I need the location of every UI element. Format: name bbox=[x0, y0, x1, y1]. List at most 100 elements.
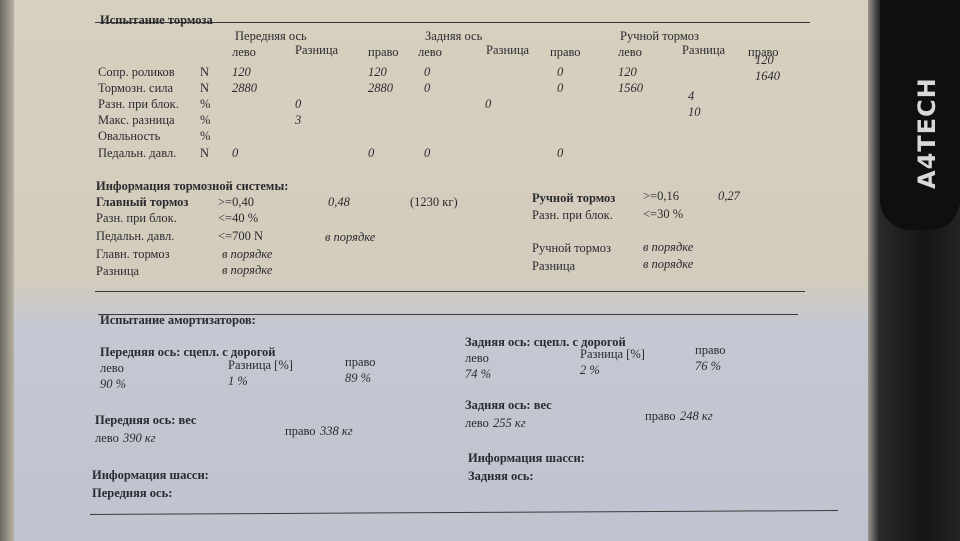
info-requirement: <=700 N bbox=[218, 229, 264, 243]
rule bbox=[95, 291, 805, 292]
weight-title: Задняя ось: вес bbox=[465, 398, 552, 412]
grip-title: Задняя ось: сцепл. с дорогой bbox=[465, 335, 626, 349]
row-unit: % bbox=[200, 129, 211, 143]
cell-value: 0 bbox=[557, 65, 564, 79]
cell-value: 2880 bbox=[232, 81, 257, 95]
grip-value: 76 % bbox=[695, 359, 722, 373]
grip-title: Передняя ось: сцепл. с дорогой bbox=[100, 345, 276, 359]
column-header: лево bbox=[618, 45, 642, 59]
group-header: Ручной тормоз bbox=[620, 29, 699, 43]
column-header: Разница bbox=[486, 43, 530, 57]
cell-value: 120 bbox=[368, 65, 387, 79]
cell-value: 0 bbox=[557, 146, 564, 160]
info-label: Главный тормоз bbox=[96, 195, 189, 209]
row-label: Тормозн. сила bbox=[98, 81, 174, 95]
grip-label: Разница [%] bbox=[580, 347, 645, 361]
info-requirement: <=40 % bbox=[218, 211, 259, 225]
cell-value: 120 bbox=[618, 65, 637, 79]
info-status: в порядке bbox=[222, 247, 273, 261]
cell-value: 1640 bbox=[755, 69, 780, 83]
cell-value: 0 bbox=[368, 146, 375, 160]
info-mass: (1230 кг) bbox=[410, 195, 458, 209]
grip-value: 2 % bbox=[580, 363, 600, 377]
weight-value: 248 кг bbox=[680, 409, 713, 423]
section-title: Испытание тормоза bbox=[100, 13, 213, 27]
rule bbox=[95, 22, 810, 23]
info-label: Педальн. давл. bbox=[96, 229, 175, 243]
row-label: Разн. при блок. bbox=[98, 97, 179, 111]
info-requirement: >=0,16 bbox=[643, 189, 679, 203]
group-header: Задняя ось bbox=[425, 29, 483, 43]
info-label: Разница bbox=[96, 264, 140, 278]
weight-label: лево bbox=[95, 431, 119, 445]
column-header: право bbox=[748, 45, 779, 59]
weight-value: 255 кг bbox=[493, 416, 526, 430]
cell-value: 0 bbox=[424, 146, 431, 160]
cell-value: 0 bbox=[557, 81, 564, 95]
brand-text: A4TECH bbox=[913, 77, 941, 189]
grip-label: Разница [%] bbox=[228, 358, 293, 372]
info-requirement: >=0,40 bbox=[218, 195, 254, 209]
row-label: Овальность bbox=[98, 129, 161, 143]
info-label: Разн. при блок. bbox=[96, 211, 177, 225]
cell-value: 0 bbox=[424, 65, 431, 79]
row-label: Сопр. роликов bbox=[98, 65, 175, 79]
cell-value: 120 bbox=[755, 53, 774, 67]
weight-label: право bbox=[645, 409, 676, 423]
info-value: 0,48 bbox=[328, 195, 350, 209]
device-pad bbox=[880, 0, 960, 230]
info-label: Ручной тормоз bbox=[532, 241, 611, 255]
grip-label: право bbox=[345, 355, 376, 369]
section-title: Испытание амортизаторов: bbox=[100, 313, 256, 327]
cell-value: 0 bbox=[485, 97, 492, 111]
group-header: Передняя ось bbox=[235, 29, 307, 43]
row-unit: N bbox=[200, 146, 210, 160]
column-header: лево bbox=[232, 45, 256, 59]
cell-value: 0 bbox=[232, 146, 239, 160]
info-label: Главн. тормоз bbox=[96, 247, 170, 261]
cell-value: 0 bbox=[295, 97, 302, 111]
chassis-axle: Задняя ось: bbox=[468, 469, 534, 483]
grip-value: 89 % bbox=[345, 371, 372, 385]
column-header: Разница bbox=[295, 43, 339, 57]
weight-title: Передняя ось: вес bbox=[95, 413, 197, 427]
info-status: в порядке bbox=[643, 257, 694, 271]
column-header: право bbox=[550, 45, 581, 59]
row-unit: % bbox=[200, 113, 211, 127]
grip-label: лево bbox=[100, 361, 124, 375]
chassis-title: Информация шасси: bbox=[468, 451, 585, 465]
info-status: в порядке bbox=[643, 240, 694, 254]
cell-value: 1560 bbox=[618, 81, 643, 95]
row-label: Макс. разница bbox=[98, 113, 175, 127]
column-header: Разница bbox=[682, 43, 726, 57]
weight-label: право bbox=[285, 424, 316, 438]
info-value: 0,27 bbox=[718, 189, 740, 203]
cell-value: 120 bbox=[232, 65, 251, 79]
paper-edge bbox=[0, 0, 14, 541]
grip-label: право bbox=[695, 343, 726, 357]
column-header: лево bbox=[418, 45, 442, 59]
info-label: Разница bbox=[532, 259, 576, 273]
info-status: в порядке bbox=[325, 230, 376, 244]
cell-value: 10 bbox=[688, 105, 701, 119]
weight-value: 338 кг bbox=[320, 424, 353, 438]
rule bbox=[98, 314, 798, 315]
cell-value: 2880 bbox=[368, 81, 393, 95]
chassis-title: Информация шасси: bbox=[92, 468, 209, 482]
row-unit: % bbox=[200, 97, 211, 111]
info-label: Разн. при блок. bbox=[532, 208, 613, 222]
chassis-axle: Передняя ось: bbox=[92, 486, 173, 500]
rule bbox=[90, 510, 838, 515]
grip-value: 74 % bbox=[465, 367, 492, 381]
column-header: право bbox=[368, 45, 399, 59]
grip-value: 1 % bbox=[228, 374, 248, 388]
grip-label: лево bbox=[465, 351, 489, 365]
cell-value: 0 bbox=[424, 81, 431, 95]
cell-value: 3 bbox=[295, 113, 302, 127]
section-title: Информация тормозной системы: bbox=[96, 179, 289, 193]
weight-value: 390 кг bbox=[123, 431, 156, 445]
row-unit: N bbox=[200, 81, 210, 95]
cell-value: 4 bbox=[688, 89, 695, 103]
info-requirement: <=30 % bbox=[643, 207, 684, 221]
